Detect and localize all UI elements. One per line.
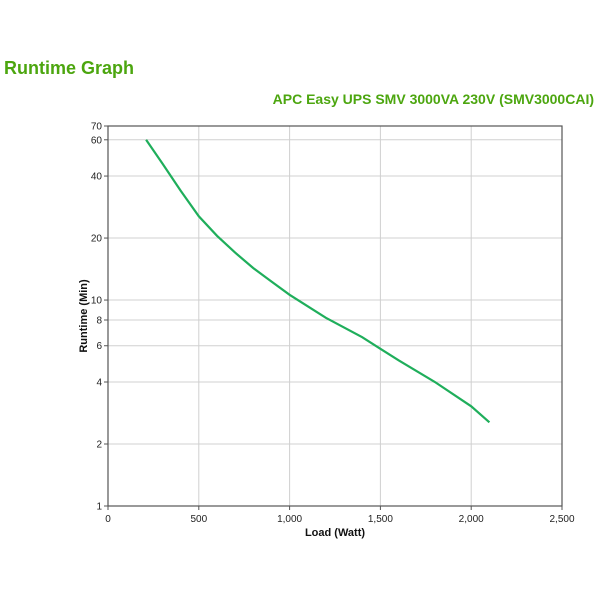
y-axis-label: Runtime (Min) — [78, 279, 90, 353]
chart-subtitle: APC Easy UPS SMV 3000VA 230V (SMV3000CAI… — [272, 91, 594, 107]
y-tick-label: 70 — [91, 122, 103, 133]
y-tick-label: 4 — [96, 378, 102, 389]
x-tick-label: 1,500 — [368, 514, 393, 525]
y-tick-label: 60 — [91, 135, 103, 146]
y-tick-label: 1 — [96, 502, 102, 513]
y-tick-label: 8 — [96, 316, 102, 327]
y-tick-label: 2 — [96, 440, 102, 451]
y-tick-label: 20 — [91, 234, 103, 245]
y-tick-label: 40 — [91, 172, 103, 183]
runtime-line — [145, 139, 491, 424]
x-axis-label: Load (Watt) — [305, 527, 365, 539]
grid-lines — [108, 126, 562, 506]
x-tick-label: 500 — [190, 514, 207, 525]
x-tick-label: 0 — [105, 514, 111, 525]
x-tick-label: 2,000 — [459, 514, 484, 525]
x-tick-label: 2,500 — [549, 514, 574, 525]
tick-labels: 0 500 1,000 1,500 2,000 2,500 1 2 4 6 8 10 20 40 60 70 — [91, 122, 575, 526]
y-tick-label: 6 — [96, 341, 102, 352]
page-title: Runtime Graph — [4, 58, 135, 78]
x-tick-label: 1,000 — [277, 514, 302, 525]
y-tick-label: 10 — [91, 296, 103, 307]
axes — [104, 125, 563, 510]
